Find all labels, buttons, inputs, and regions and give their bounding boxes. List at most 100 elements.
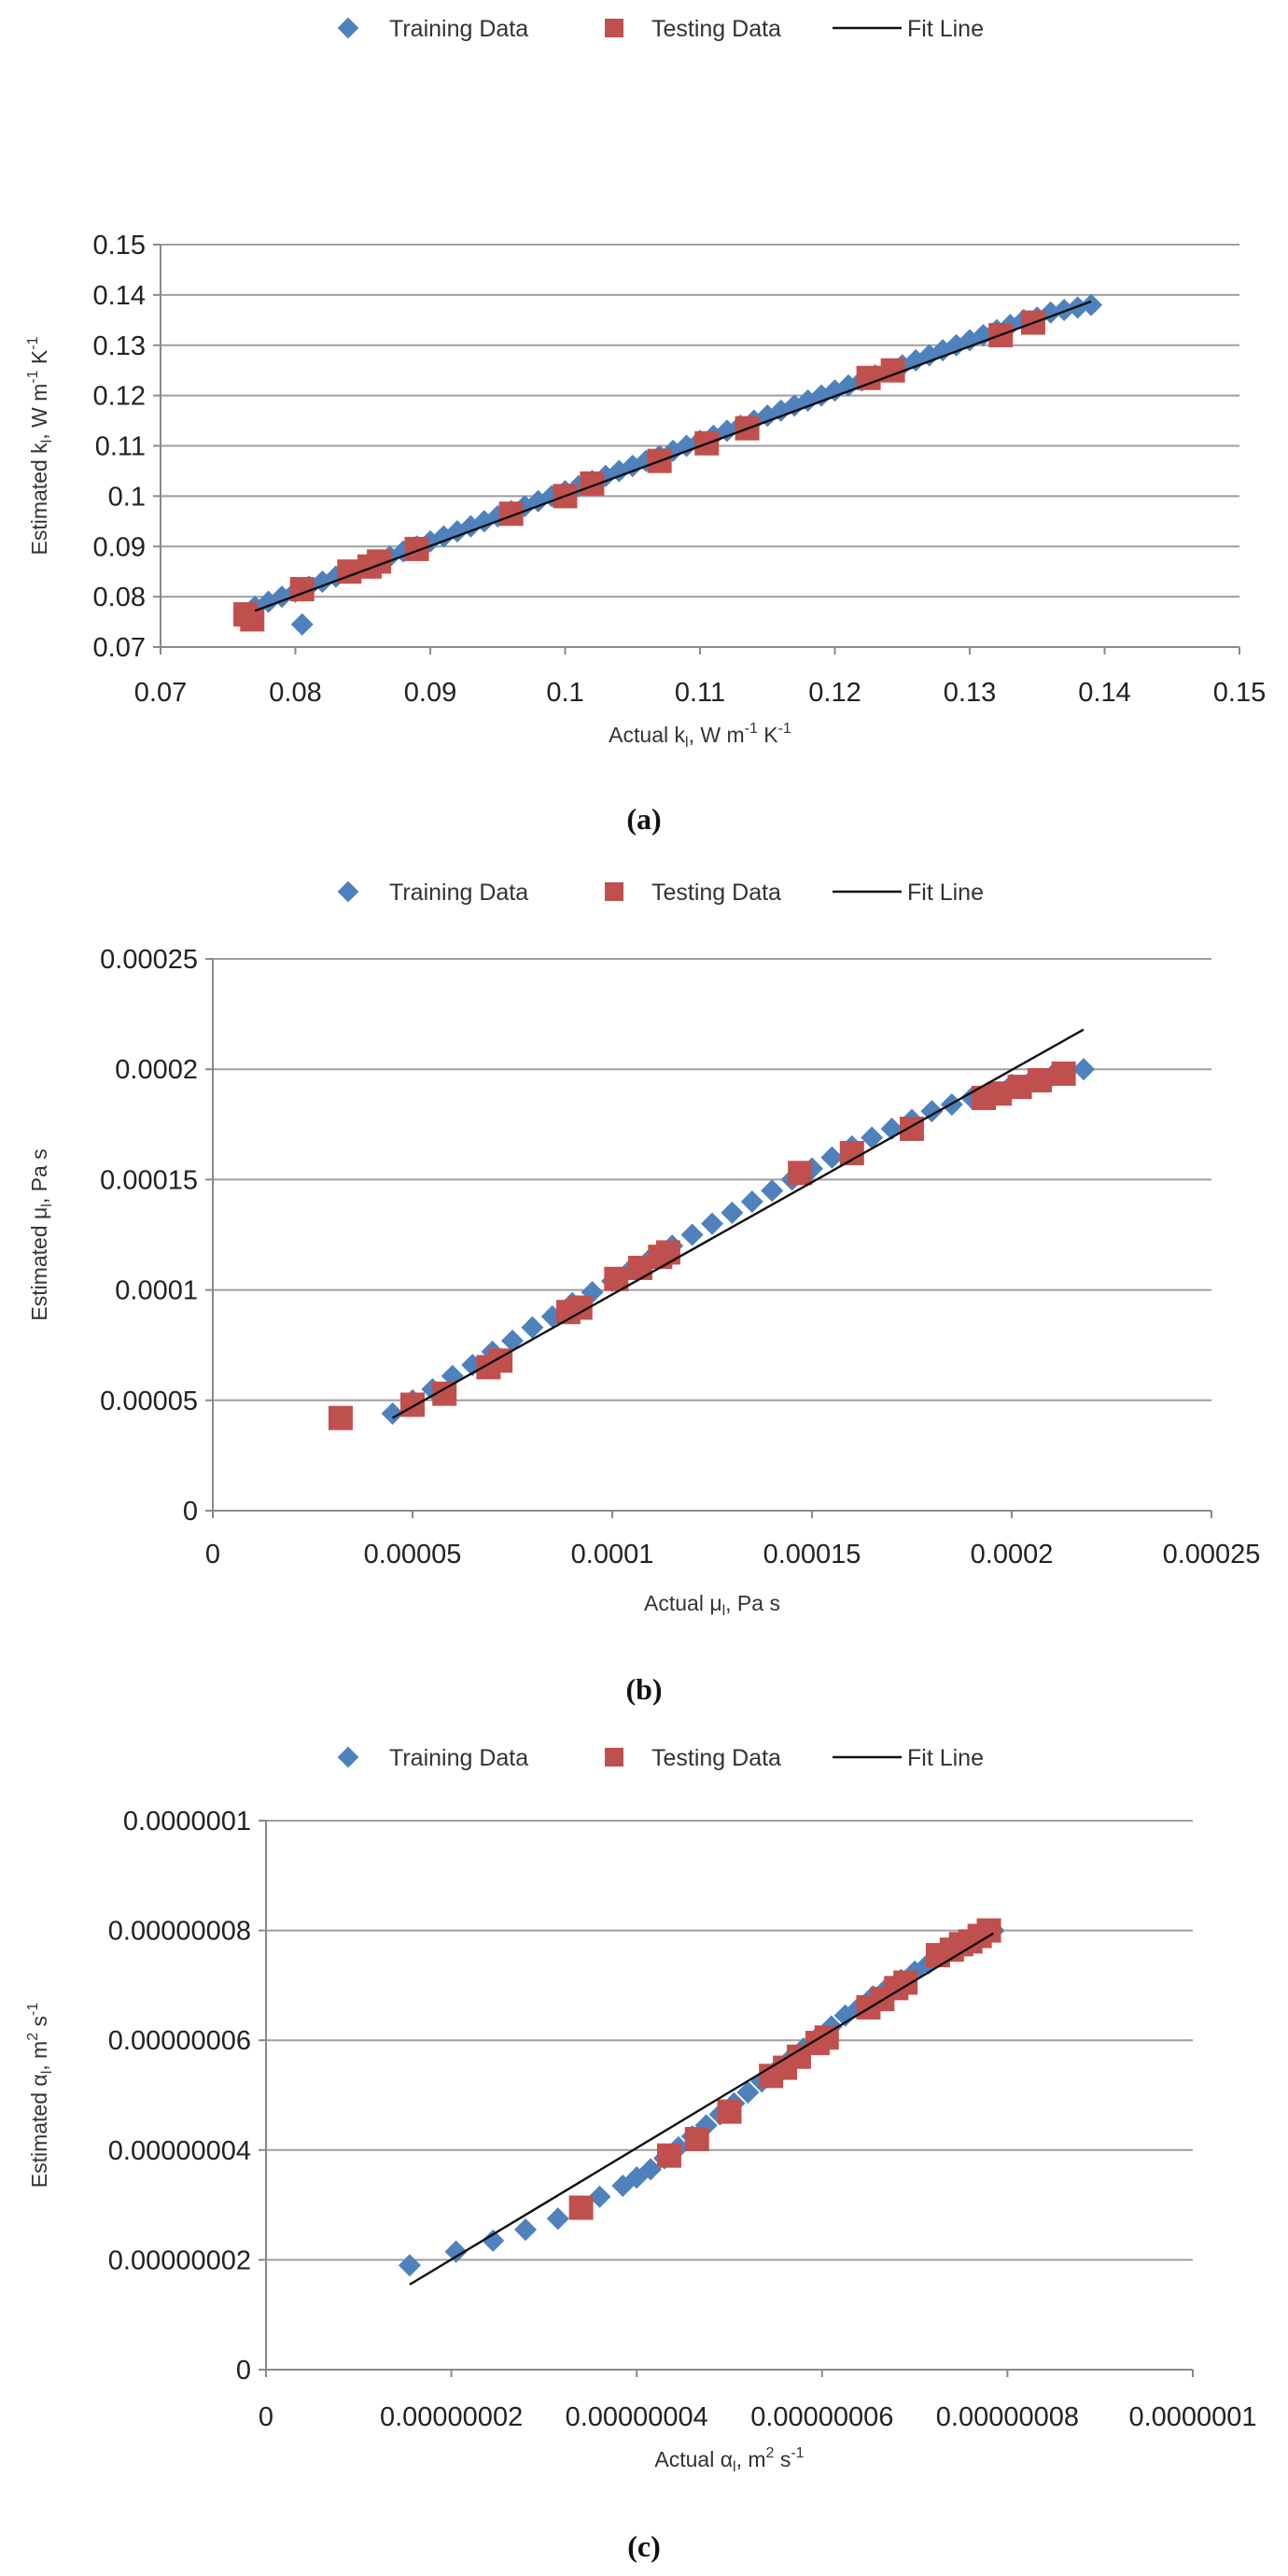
y-axis-title-base: Estimated α: [27, 2074, 51, 2188]
x-axis-title-tail: , Pa s: [725, 1591, 780, 1615]
training-point: [700, 1212, 724, 1235]
y-axis-title-tail: , W m: [27, 384, 51, 440]
x-axis-title-base: Actual μ: [644, 1591, 722, 1615]
x-tick-label: 0.15: [1213, 678, 1266, 708]
x-tick-label: 0.0002: [971, 1540, 1054, 1570]
y-tick-label: 0.13: [93, 331, 146, 361]
x-axis-title: Actual αl​, m2​ s-1​: [654, 2445, 804, 2475]
y-axis-title-base: Estimated k: [27, 443, 51, 556]
legend-fit-label: Fit Line: [907, 1745, 984, 1771]
x-tick-label: 0.00005: [364, 1540, 462, 1570]
x-tick-label: 0.0000001: [1128, 2402, 1256, 2432]
x-tick-label: 0.00000008: [936, 2402, 1079, 2432]
x-axis-title-mid: K: [758, 723, 778, 747]
legend-testing-marker: [605, 1748, 623, 1767]
y-axis-title-tail: , Pa s: [27, 1148, 51, 1204]
testing-point: [788, 1161, 813, 1186]
x-tick-label: 0: [259, 2402, 273, 2432]
x-axis-title: Actual kl​, W m-1​ K-1​: [609, 721, 791, 751]
testing-point: [400, 1392, 425, 1417]
x-axis-title: Actual μl​, Pa s: [644, 1591, 780, 1619]
y-tick-label: 0.00000002: [108, 2245, 251, 2275]
x-tick-label: 0.00025: [1163, 1540, 1261, 1570]
legend-testing-marker: [605, 882, 623, 901]
y-tick-label: 0.14: [93, 281, 146, 311]
x-tick-label: 0.00000006: [750, 2402, 893, 2432]
training-point: [381, 1401, 404, 1426]
y-tick-label: 0.0000001: [123, 1807, 251, 1837]
y-tick-label: 0: [236, 2356, 251, 2386]
legend-training-marker: [337, 1746, 359, 1768]
y-axis-title-sup2: -1: [25, 2003, 41, 2016]
training-point: [398, 2254, 421, 2277]
training-point: [721, 1201, 744, 1224]
training-point: [861, 1126, 884, 1149]
x-tick-label: 0.00000002: [380, 2402, 523, 2432]
x-tick-label: 0.00015: [763, 1540, 861, 1570]
x-tick-label: 0: [205, 1540, 220, 1570]
training-point: [290, 612, 314, 636]
legend-fit-label: Fit Line: [907, 16, 984, 42]
x-tick-label: 0.12: [808, 678, 861, 708]
training-point: [1072, 1058, 1096, 1081]
legend-training-label: Training Data: [389, 16, 528, 42]
training-point: [521, 1316, 544, 1339]
x-axis-title-sub: l: [685, 735, 689, 751]
testing-point: [328, 1405, 353, 1430]
x-tick-label: 0.13: [944, 678, 996, 708]
training-point: [820, 1146, 844, 1169]
training-point: [1080, 293, 1103, 317]
legend-training-label: Training Data: [389, 1745, 528, 1771]
y-axis-title-sup1: -1: [25, 370, 41, 383]
testing-point: [656, 2143, 681, 2168]
legend: Training Data Testing Data Fit Line: [337, 880, 984, 906]
x-tick-label: 0.11: [675, 678, 725, 708]
y-axis-title-sub: l: [39, 2071, 55, 2075]
testing-point: [1027, 1068, 1052, 1093]
testing-point: [717, 2099, 742, 2124]
x-tick-label: 0.14: [1078, 678, 1130, 708]
y-axis-title: Estimated αl​, m2​ s-1​: [25, 2003, 55, 2189]
panel-caption: (a): [626, 802, 661, 836]
panel-caption: (b): [625, 1672, 662, 1706]
training-point: [546, 2207, 569, 2231]
y-axis-title-base: Estimated μ: [27, 1207, 51, 1321]
y-tick-label: 0.00025: [100, 945, 198, 975]
x-tick-label: 0.08: [269, 678, 321, 708]
training-point: [680, 1223, 704, 1246]
x-tick-label: 0.07: [134, 678, 187, 708]
x-axis-title-sup2: -1: [791, 2445, 804, 2461]
y-tick-label: 0.1: [108, 482, 146, 512]
y-axis-title-mid: s: [27, 2016, 51, 2033]
y-tick-label: 0.09: [93, 532, 146, 562]
legend-fit-label: Fit Line: [907, 880, 984, 906]
x-axis-title-sup1: -1: [745, 721, 758, 737]
testing-point: [240, 607, 265, 632]
testing-point: [568, 2195, 594, 2220]
x-tick-label: 0.00000004: [566, 2402, 708, 2432]
x-axis-title-tail: , m: [736, 2447, 766, 2471]
training-point: [514, 2218, 538, 2242]
y-axis-title-mid: K: [27, 349, 51, 370]
y-axis-title-tail: , m: [27, 2041, 51, 2071]
testing-point: [839, 1141, 864, 1166]
testing-point: [655, 1240, 680, 1265]
chart-panel-1: Training Data Testing Data Fit Line 0 0.0000…: [27, 880, 1260, 1706]
y-tick-label: 0.0001: [115, 1276, 198, 1306]
x-axis-title-base: Actual k: [609, 723, 685, 747]
y-tick-label: 0.00000004: [108, 2136, 251, 2166]
x-axis-title-tail: , W m: [689, 723, 745, 747]
y-tick-label: 0.12: [93, 382, 146, 412]
x-axis-title-sub: l: [722, 1603, 726, 1619]
x-axis-title-sup2: -1: [778, 721, 791, 737]
x-tick-label: 0.0001: [571, 1540, 654, 1570]
y-axis-title-sup1: 2: [25, 2033, 41, 2041]
x-axis-title-sub: l: [733, 2459, 736, 2475]
testing-point: [684, 2127, 709, 2152]
y-axis-title-sub: l: [39, 1204, 55, 1207]
y-tick-label: 0.08: [93, 583, 146, 612]
testing-point: [976, 1918, 1001, 1943]
training-point: [740, 1190, 763, 1214]
x-axis-title-sup1: 2: [766, 2445, 775, 2461]
